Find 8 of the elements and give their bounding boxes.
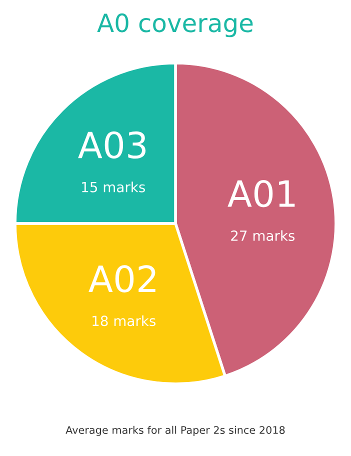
slice-label: A03: [78, 131, 146, 159]
data-label: 18 marks: [92, 315, 156, 326]
slice-label: A01: [228, 180, 295, 208]
chart-title: A0 coverage: [97, 13, 253, 38]
data-label: 27 marks: [231, 230, 295, 241]
slice-label: A02: [88, 265, 156, 292]
data-label: 15 marks: [82, 182, 145, 192]
text: Average marks for all Paper 2s since 2018: [66, 426, 285, 436]
